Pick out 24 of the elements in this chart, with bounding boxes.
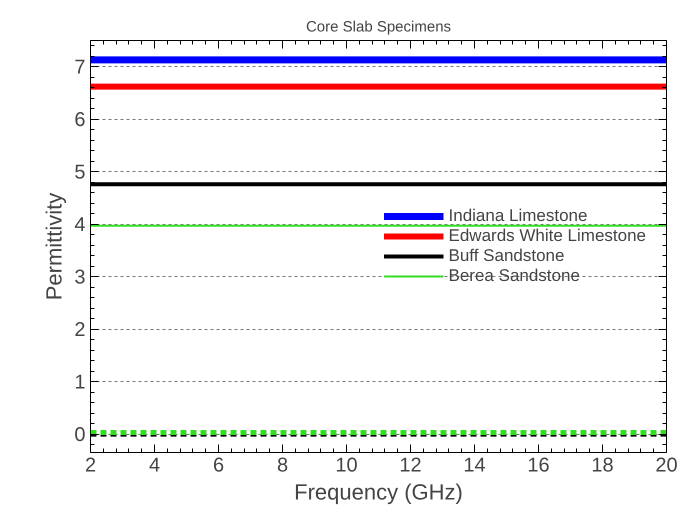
- x-tick-label: 20: [655, 454, 678, 476]
- x-axis-title: Frequency (GHz): [294, 480, 463, 504]
- x-tick-label: 6: [212, 454, 224, 476]
- y-tick-label: 0: [74, 424, 86, 446]
- x-tick-label: 18: [591, 454, 614, 476]
- x-tick-label: 8: [276, 454, 288, 476]
- x-tick-label: 12: [399, 454, 422, 476]
- y-tick-label: 2: [74, 319, 86, 342]
- x-tick-label: 4: [148, 454, 160, 476]
- y-tick-label: 5: [74, 162, 86, 184]
- x-tick-label: 10: [335, 454, 358, 476]
- chart-title: Core Slab Specimens: [306, 18, 452, 36]
- legend-label: Berea Sandstone: [448, 266, 580, 286]
- y-tick-label: 7: [74, 56, 86, 79]
- x-tick-label: 14: [463, 454, 486, 476]
- y-tick-label: 6: [74, 109, 86, 132]
- legend-label: Indiana Limestone: [448, 206, 588, 226]
- y-tick-label: 1: [74, 372, 86, 394]
- legend-label: Buff Sandstone: [448, 246, 564, 266]
- x-tick-label: 16: [527, 454, 550, 476]
- y-axis-title: Permittivity: [41, 192, 66, 300]
- y-tick-label: 4: [74, 214, 86, 236]
- legend-label: Edwards White Limestone: [448, 226, 646, 246]
- y-tick-label: 3: [74, 266, 86, 289]
